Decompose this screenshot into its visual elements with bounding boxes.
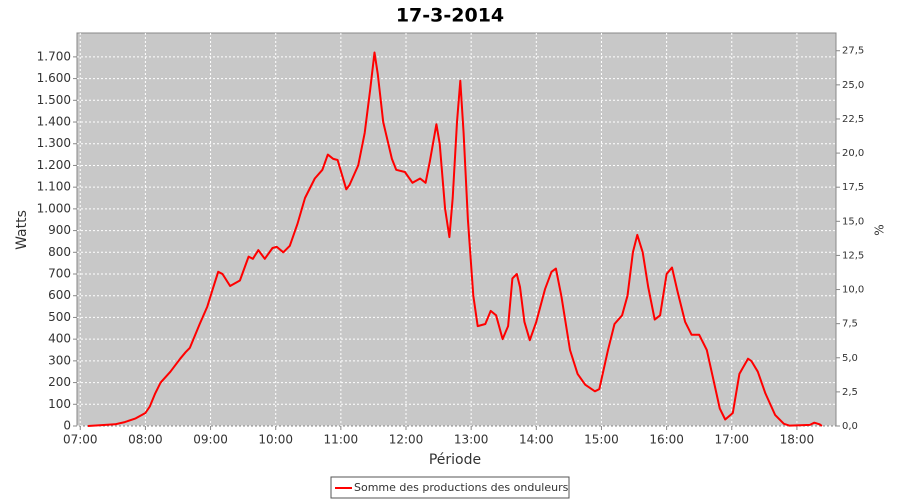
y2-tick-label: 12,5: [842, 250, 864, 261]
y-tick-label: 700: [48, 267, 71, 281]
y2-tick-label: 22,5: [842, 114, 864, 125]
y-tick-label: 1.500: [37, 93, 71, 107]
y2-tick-label: 5,0: [842, 353, 858, 364]
y-tick-label: 600: [48, 288, 71, 302]
x-tick-label: 17:00: [714, 433, 749, 447]
y2-tick-label: 2,5: [842, 387, 858, 398]
y-tick-label: 100: [48, 397, 71, 411]
y-tick-label: 400: [48, 332, 71, 346]
y2-tick-label: 7,5: [842, 319, 858, 330]
y2-tick-label: 20,0: [842, 148, 864, 159]
x-tick-label: 12:00: [389, 433, 424, 447]
y-tick-label: 1.200: [37, 158, 71, 172]
y2-tick-label: 27,5: [842, 46, 864, 57]
y-tick-label: 1.700: [37, 49, 71, 63]
y-tick-label: 900: [48, 223, 71, 237]
y-tick-label: 800: [48, 245, 71, 259]
data-line: [87, 51, 823, 427]
legend-box: [330, 476, 570, 499]
y-tick-label: 0: [63, 419, 71, 433]
y-tick-label: 500: [48, 310, 71, 324]
y2-tick-label: 17,5: [842, 182, 864, 193]
y-tick-label: 1.300: [37, 136, 71, 150]
y2-tick-label: 10,0: [842, 285, 864, 296]
y-tick-label: 300: [48, 353, 71, 367]
plot-area: [76, 32, 837, 427]
legend-label: Somme des productions des onduleurs: [354, 481, 569, 494]
x-tick-label: 14:00: [519, 433, 554, 447]
y-tick-label: 200: [48, 375, 71, 389]
y2-tick-label: 0,0: [842, 421, 858, 432]
x-tick-label: 08:00: [128, 433, 163, 447]
y-tick-label: 1.400: [37, 115, 71, 129]
x-tick-label: 13:00: [454, 433, 489, 447]
x-tick-label: 16:00: [649, 433, 684, 447]
y-axis-label: Watts: [14, 210, 30, 250]
x-tick-label: 09:00: [193, 433, 228, 447]
x-tick-label: 18:00: [780, 433, 815, 447]
y-tick-label: 1.600: [37, 71, 71, 85]
y2-axis-label: %: [873, 224, 887, 235]
y-tick-label: 1.100: [37, 180, 71, 194]
y-tick-label: 1.000: [37, 201, 71, 215]
chart-title: 17-3-2014: [396, 5, 504, 27]
legend: Somme des productions des onduleurs: [330, 476, 570, 499]
x-tick-label: 07:00: [63, 433, 98, 447]
x-tick-label: 11:00: [324, 433, 359, 447]
y2-tick-label: 25,0: [842, 80, 864, 91]
x-tick-label: 15:00: [584, 433, 619, 447]
x-tick-label: 10:00: [258, 433, 293, 447]
x-axis-label: Période: [429, 452, 481, 468]
y2-tick-label: 15,0: [842, 216, 864, 227]
